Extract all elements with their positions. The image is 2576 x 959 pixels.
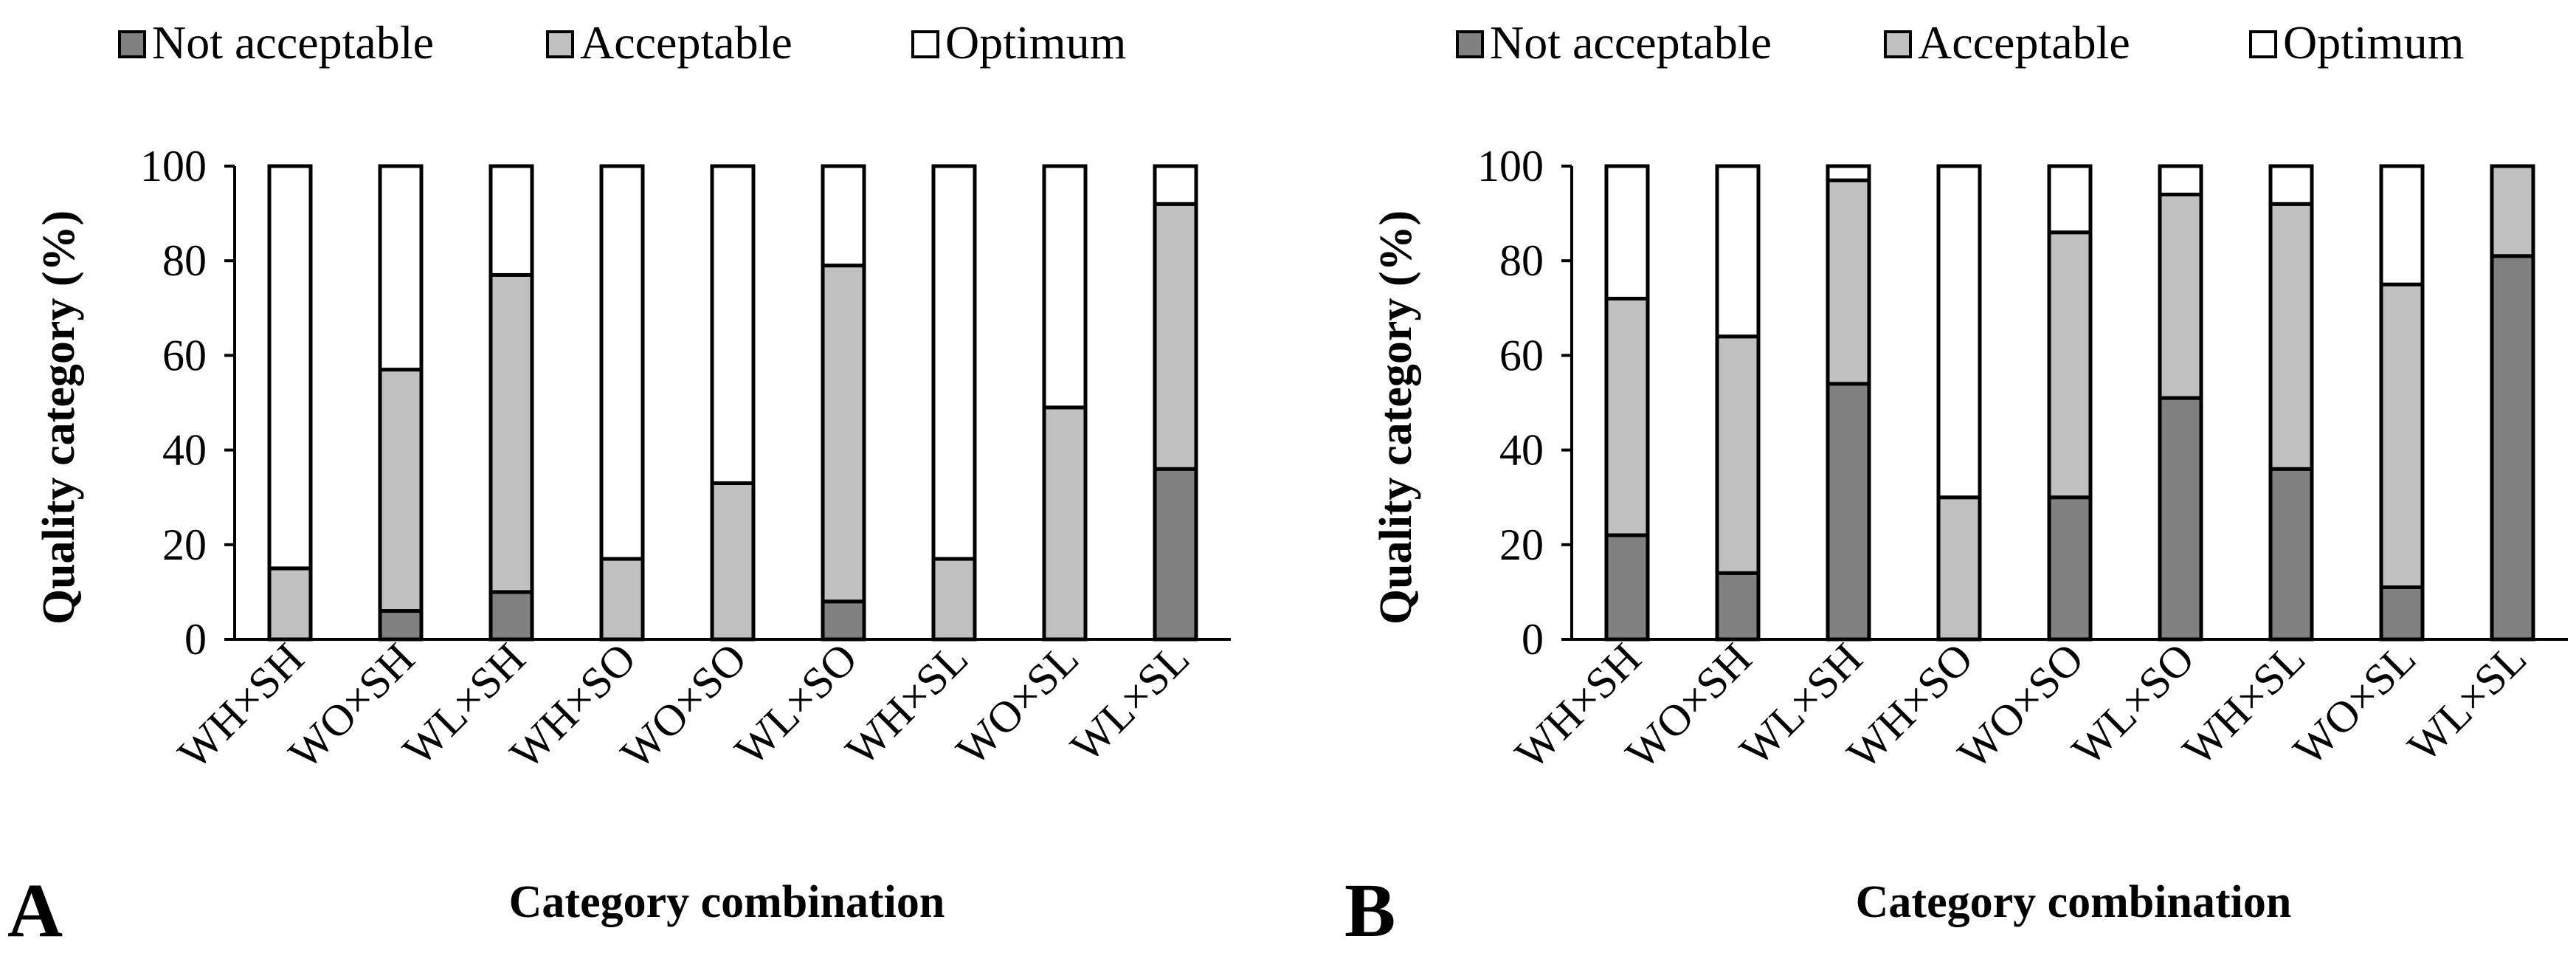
x-tick-label: WO×SH: [280, 634, 424, 779]
bar-segment: [2268, 164, 2314, 206]
y-tick-label: 60: [1499, 331, 1544, 379]
bar-segment: [1826, 164, 1871, 182]
legend-label: Acceptable: [1918, 16, 2130, 69]
panel-label: B: [1344, 868, 1395, 953]
bar-segment: [1936, 164, 1982, 500]
bar-segment: [599, 164, 645, 561]
x-tick-label: WO×SL: [2284, 634, 2425, 775]
legend-swatch: [911, 30, 939, 58]
y-tick-label: 100: [140, 142, 207, 190]
x-tick-label: WH×SL: [836, 634, 977, 775]
bar-segment: [1604, 296, 1650, 537]
bar-segment: [1153, 164, 1198, 206]
legend-label: Optimum: [2283, 16, 2464, 69]
legend-swatch: [118, 30, 146, 58]
y-tick-label: 80: [162, 236, 207, 285]
x-tick-label: WO×SL: [947, 634, 1088, 775]
bar-segment: [931, 557, 977, 642]
bar-segment: [2379, 585, 2425, 642]
bar-segment: [710, 164, 756, 485]
bar-segment: [2268, 202, 2314, 471]
y-tick-label: 80: [1499, 236, 1544, 285]
bar-segment: [267, 164, 313, 571]
bar-segment: [2158, 396, 2203, 642]
x-tick-label: WL×SL: [2398, 634, 2535, 771]
bar-segment: [1042, 164, 1088, 410]
legend-label: Acceptable: [580, 16, 793, 69]
x-tick-label: WO×SO: [612, 634, 756, 779]
chart-panel-b: Not acceptable Acceptable Optimum 0 20 40 60 80…: [1344, 16, 2568, 953]
bar-segment: [2158, 192, 2203, 400]
bar-segment: [821, 164, 866, 268]
panel-label: A: [7, 868, 63, 953]
y-axis-title: Quality category (%): [1371, 210, 1421, 625]
bar-segment: [1715, 334, 1761, 575]
y-tick-label: 20: [1499, 520, 1544, 569]
y-axis-title: Quality category (%): [34, 210, 84, 625]
chart-panel-a: Not acceptable Acceptable Optimum 0 20 40 60 80…: [7, 16, 1231, 953]
bar-segment: [2379, 164, 2425, 286]
x-tick-label: WL×SO: [725, 634, 866, 775]
x-axis-title: Category combination: [509, 877, 945, 927]
x-tick-label: WO×SH: [1617, 634, 1761, 779]
x-tick-label: WL×SL: [1061, 634, 1198, 771]
bar-segment: [1826, 382, 1871, 642]
y-tick-label: 20: [162, 520, 207, 569]
bar-segment: [2490, 254, 2535, 642]
y-tick-label: 100: [1477, 142, 1544, 190]
bar-segment: [821, 264, 866, 604]
bar-segment: [2047, 495, 2093, 642]
bar-segment: [1604, 164, 1650, 300]
bar-segment: [1153, 202, 1198, 471]
x-axis-title: Category combination: [1856, 877, 2292, 927]
bar-segment: [710, 481, 756, 642]
legend-swatch: [2249, 30, 2277, 58]
bar-segment: [1715, 164, 1761, 339]
bar-segment: [488, 590, 534, 642]
bar-segment: [1936, 495, 1982, 642]
x-tick-label: WL×SO: [2062, 634, 2203, 775]
bar-segment: [2047, 164, 2093, 235]
bar-segment: [2268, 467, 2314, 642]
bar-segment: [599, 557, 645, 642]
legend-swatch: [1884, 30, 1912, 58]
bar-segment: [378, 164, 424, 372]
bar-segment: [1153, 467, 1198, 642]
bar-segment: [488, 164, 534, 277]
bar-segment: [378, 368, 424, 613]
bar-segment: [267, 566, 313, 642]
x-tick-label: WH×SL: [2173, 634, 2314, 775]
y-tick-label: 0: [184, 615, 207, 664]
y-tick-label: 60: [162, 331, 207, 379]
legend-label: Not acceptable: [1490, 16, 1772, 69]
bar-segment: [2158, 164, 2203, 196]
bar-segment: [931, 164, 977, 561]
bar-segment: [1604, 533, 1650, 642]
bar-segment: [2490, 164, 2535, 258]
bar-segment: [1826, 178, 1871, 386]
bar-segment: [488, 272, 534, 594]
bar-segment: [1715, 571, 1761, 642]
legend-swatch: [1456, 30, 1484, 58]
legend-label: Optimum: [945, 16, 1126, 69]
bar-segment: [821, 599, 866, 642]
bar-segment: [378, 609, 424, 642]
y-tick-label: 0: [1522, 615, 1544, 664]
legend-label: Not acceptable: [152, 16, 434, 69]
y-tick-label: 40: [162, 426, 207, 475]
x-tick-label: WO×SO: [1949, 634, 2093, 779]
y-tick-label: 40: [1499, 426, 1544, 475]
legend-swatch: [546, 30, 574, 58]
bar-segment: [2379, 282, 2425, 589]
bar-segment: [1042, 405, 1088, 642]
bar-segment: [2047, 230, 2093, 500]
